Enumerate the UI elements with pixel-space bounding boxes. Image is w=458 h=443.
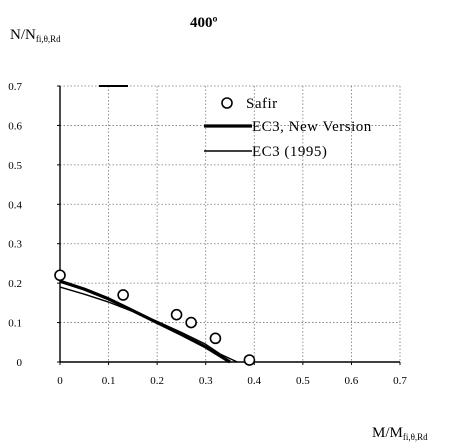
y-axis-label-sub: fi,θ,Rd (36, 34, 61, 44)
x-axis-label-main: M/M (372, 425, 403, 441)
x-tick-label: 0.1 (102, 375, 116, 387)
y-tick-label: 0 (17, 357, 23, 369)
y-axis-label-main: N/N (10, 27, 36, 43)
legend-label: Safir (246, 96, 278, 112)
y-tick-label: 0.1 (8, 318, 22, 330)
y-tick-label: 0.3 (8, 239, 22, 251)
legend-safir-marker (221, 97, 233, 109)
y-tick-label: 0.6 (8, 120, 22, 132)
x-tick-label: 0.5 (296, 375, 310, 387)
x-axis-label: M/Mfi,θ,Rd (372, 425, 428, 442)
y-axis-label: N/Nfi,θ,Rd (10, 27, 61, 44)
y-tick-label: 0.5 (8, 160, 22, 172)
x-tick-label: 0 (57, 375, 63, 387)
x-tick-label: 0.6 (345, 375, 359, 387)
safir-point (117, 289, 129, 301)
legend-label: EC3 (1995) (252, 144, 327, 160)
tick-labels: 0 0.1 0.2 0.3 0.4 0.5 0.6 0.7 0 0.1 0.2 0.3 0.4 0.5 0.… (8, 81, 407, 387)
y-tick-label: 0.7 (8, 81, 22, 93)
x-tick-label: 0.4 (247, 375, 261, 387)
safir-point (170, 308, 183, 321)
x-tick-label: 0.2 (150, 375, 164, 387)
y-tick-label: 0.2 (8, 278, 22, 290)
ec3-new-version-line (59, 279, 231, 364)
y-tick-label: 0.4 (8, 199, 22, 211)
x-axis-label-sub: fi,θ,Rd (403, 432, 428, 442)
safir-point (243, 354, 256, 366)
safir-point (185, 316, 197, 329)
chart-title: 400º (190, 15, 218, 31)
x-tick-label: 0.7 (393, 375, 407, 387)
x-tick-label: 0.3 (199, 375, 213, 387)
series-layer (54, 269, 256, 366)
ec3-1995-line (59, 286, 238, 363)
grid (60, 85, 401, 362)
safir-point (54, 269, 66, 282)
legend-label: EC3, New Version (252, 119, 372, 135)
safir-point (209, 332, 222, 345)
legend: Safir EC3, New Version EC3 (1995) (98, 85, 372, 160)
